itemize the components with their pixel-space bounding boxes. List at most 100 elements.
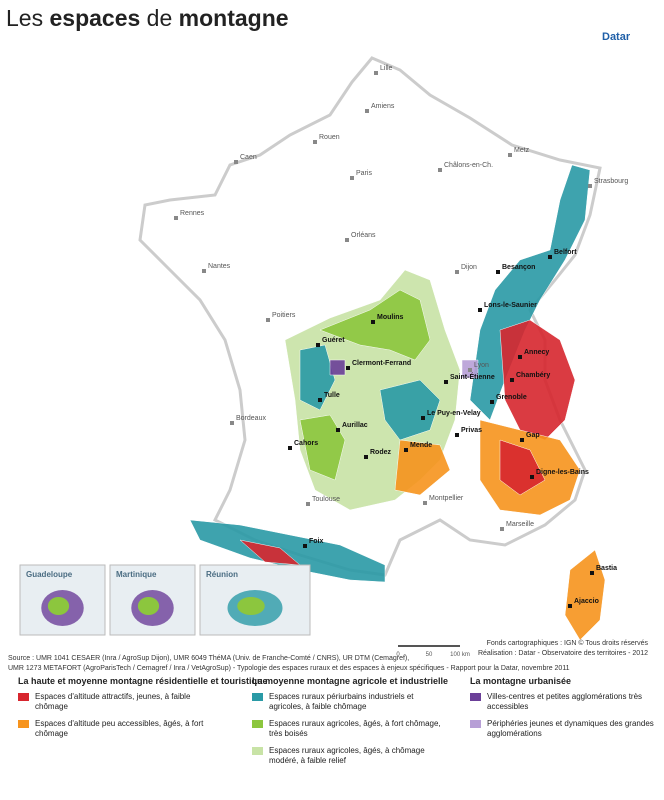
mountain-area (379, 379, 441, 441)
city-label: Aurillac (342, 422, 368, 429)
scale-label: 50 (426, 652, 433, 658)
city-label: Paris (356, 170, 372, 177)
inset-label: Martinique (116, 570, 157, 579)
city-label: Metz (514, 147, 530, 154)
city-label: Gap (526, 432, 540, 439)
source-line: Source : UMR 1041 CESAER (Inra / AgroSup… (8, 655, 410, 662)
map: Les espaces de montagne Datar Lille Amien… (6, 5, 648, 658)
title-part: espaces (49, 5, 140, 31)
city-label: Moulins (377, 314, 404, 321)
mountain-area (564, 549, 606, 641)
city-marker (518, 355, 522, 359)
city-label: Bastia (596, 565, 617, 572)
legend-title: La moyenne montagne agricole et industri… (252, 676, 449, 686)
city-marker (174, 216, 178, 220)
legend-label: Espaces d'altitude attractifs, jeunes, à… (35, 692, 191, 711)
legend-group: La moyenne montagne agricole et industri… (252, 676, 448, 773)
city-label: Amiens (371, 103, 395, 110)
city-marker (588, 184, 592, 188)
legend-item: Espaces ruraux périurbains industriels e… (252, 692, 447, 712)
city-marker (316, 343, 320, 347)
legend-item: Espaces d'altitude peu accessibles, âgés… (18, 719, 213, 739)
city-marker (266, 318, 270, 322)
legend-group: La haute et moyenne montagne résidentiel… (18, 676, 268, 746)
insets: Guadeloupe Martinique Réunion (19, 564, 311, 636)
city-marker (202, 269, 206, 273)
mountain-area (499, 439, 546, 496)
city-marker (374, 71, 378, 75)
city-marker (365, 109, 369, 113)
city-label: Foix (309, 538, 323, 545)
legend-group: La montagne urbanisée Villes-centres et p… (470, 676, 664, 746)
cities: Lille Amiens Rouen Caen Paris Châlons-en-Ch. M… (174, 65, 628, 608)
city-label: Châlons-en-Ch. (444, 162, 493, 169)
city-marker (455, 433, 459, 437)
legend-item: Espaces ruraux agricoles, âgés, à fort c… (252, 719, 447, 739)
city-marker (548, 255, 552, 259)
city-marker (346, 366, 350, 370)
inset-island (137, 597, 160, 615)
mountain-area (319, 289, 431, 361)
legend-label: Villes-centres et petites agglomérations… (487, 692, 643, 711)
scale-label: 0 (396, 652, 400, 658)
legend-swatch (470, 720, 481, 728)
city-marker (455, 270, 459, 274)
city-label: Digne-les-Bains (536, 469, 589, 476)
city-label: Privas (461, 427, 482, 434)
legend-label: Périphéries jeunes et dynamiques des gra… (487, 719, 654, 738)
city-marker (444, 380, 448, 384)
source: Source : UMR 1041 CESAER (Inra / AgroSup… (8, 654, 570, 674)
mountain-area (189, 519, 386, 583)
city-marker (288, 446, 292, 450)
city-marker (478, 308, 482, 312)
source-line: UMR 1273 METAFORT (AgroParisTech / Cemag… (8, 665, 570, 672)
legend-item: Villes-centres et petites agglomérations… (470, 692, 664, 712)
city-label: Grenoble (496, 394, 527, 401)
city-marker (313, 140, 317, 144)
city-marker (508, 153, 512, 157)
city-marker (520, 438, 524, 442)
title-part: de (140, 5, 178, 31)
legend-swatch (252, 720, 263, 728)
city-marker (345, 238, 349, 242)
city-label: Lille (380, 65, 393, 72)
city-label: Tulle (324, 392, 340, 399)
credit: Réalisation : Datar - Observatoire des t… (478, 650, 648, 657)
city-label: Bordeaux (236, 415, 266, 422)
city-label: Lons-le-Saunier (484, 302, 537, 309)
city-marker (350, 176, 354, 180)
city-label: Ajaccio (574, 598, 599, 605)
city-label: Annecy (524, 349, 549, 356)
legend-label: Espaces d'altitude peu accessibles, âgés… (35, 719, 204, 738)
city-marker (303, 544, 307, 548)
city-label: Belfort (554, 249, 577, 256)
scale-label: 100 km (450, 652, 470, 658)
legend-title: La haute et moyenne montagne résidentiel… (18, 676, 268, 686)
city-label: Guéret (322, 337, 345, 344)
scale: 0 50 100 km (396, 652, 470, 658)
legend-title: La montagne urbanisée (470, 676, 572, 686)
city-marker (490, 400, 494, 404)
city-marker (423, 501, 427, 505)
legend-label: Espaces ruraux agricoles, âgés, à chômag… (269, 746, 425, 765)
inset-label: Guadeloupe (26, 570, 73, 579)
city-label: Mende (410, 442, 432, 449)
city-label: Marseille (506, 521, 534, 528)
city-label: Caen (240, 154, 257, 161)
city-marker (530, 475, 534, 479)
legend-swatch (252, 693, 263, 701)
city-marker (500, 527, 504, 531)
legend-item: Espaces ruraux agricoles, âgés, à chômag… (252, 746, 447, 766)
city-label: Rennes (180, 210, 205, 217)
city-marker (230, 421, 234, 425)
legend-label: Espaces ruraux périurbains industriels e… (269, 692, 414, 711)
legend-swatch (252, 747, 263, 755)
city-label: Clermont-Ferrand (352, 360, 411, 367)
inset-label: Réunion (206, 570, 238, 579)
city-marker (371, 320, 375, 324)
city-label: Strasbourg (594, 178, 628, 185)
city-label: Rodez (370, 449, 392, 456)
city-label: Poitiers (272, 312, 296, 319)
city-label: Saint-Étienne (450, 372, 495, 381)
